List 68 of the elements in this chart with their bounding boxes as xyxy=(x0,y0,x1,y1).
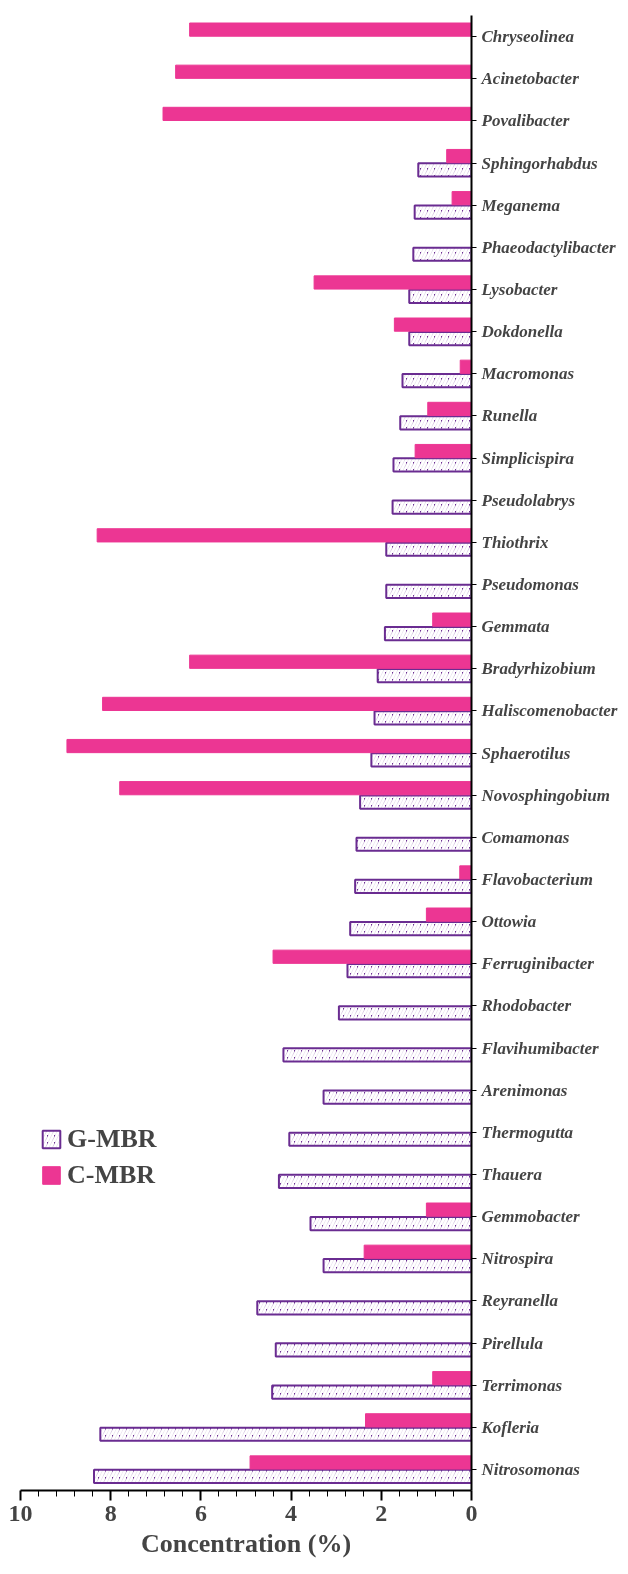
y-tick-label: Lysobacter xyxy=(480,279,558,299)
y-tick-label: Nitrosomonas xyxy=(480,1459,581,1479)
bar xyxy=(459,865,472,880)
y-tick-label: Macromonas xyxy=(480,364,575,384)
bar xyxy=(249,1455,472,1470)
y-tick-label: Sphingorhabdus xyxy=(481,153,599,173)
y-tick-label: Pseudomonas xyxy=(480,574,580,594)
bar xyxy=(175,64,472,79)
y-tick-label: Thauera xyxy=(481,1164,543,1184)
y-tick-label: Chryseolinea xyxy=(481,27,575,47)
y-tick-label: Dokdonella xyxy=(480,322,564,342)
legend-label: C-MBR xyxy=(67,1160,156,1190)
y-tick-label: Meganema xyxy=(480,195,561,215)
x-tick-label: 0 xyxy=(465,1499,478,1526)
bar xyxy=(432,1371,472,1386)
y-tick-label: Thiothrix xyxy=(481,532,550,552)
bar xyxy=(425,907,472,922)
y-tick-label: Phaeodactylibacter xyxy=(480,237,616,257)
y-tick-label: Novosphingobium xyxy=(480,785,610,805)
y-tick-label: Arenimonas xyxy=(480,1080,568,1100)
y-tick-label: Bradyrhizobium xyxy=(480,659,596,679)
y-tick-label: Terrimonas xyxy=(481,1375,563,1395)
x-tick-label: 6 xyxy=(194,1499,207,1526)
x-tick-label: 4 xyxy=(285,1499,298,1526)
y-tick-label: Flavobacterium xyxy=(480,869,593,889)
y-tick-label: Ottowia xyxy=(481,912,537,932)
bar xyxy=(272,949,472,964)
bar xyxy=(414,443,472,459)
x-tick-label: 8 xyxy=(104,1499,117,1526)
y-tick-label: Gemmata xyxy=(481,617,550,637)
bar xyxy=(363,1244,472,1259)
bar xyxy=(102,696,472,712)
y-tick-label: Ferruginibacter xyxy=(480,954,595,974)
bar xyxy=(425,1202,472,1217)
y-tick-label: Haliscomenobacter xyxy=(480,701,618,721)
y-tick-label: Sphaerotilus xyxy=(481,743,571,763)
bar xyxy=(66,738,472,754)
y-tick-label: Pirellula xyxy=(480,1333,544,1353)
x-axis-title: Concentration (%) xyxy=(140,1528,352,1558)
bar xyxy=(446,148,472,164)
bar xyxy=(313,275,472,290)
bar xyxy=(427,401,472,417)
y-tick-label: Kofleria xyxy=(480,1417,540,1437)
y-tick-label: Povalibacter xyxy=(480,111,570,131)
y-tick-label: Rhodobacter xyxy=(480,996,572,1016)
bar xyxy=(432,612,472,627)
bar xyxy=(189,654,472,669)
y-tick-label: Gemmobacter xyxy=(481,1207,581,1227)
y-tick-label: Runella xyxy=(480,406,538,426)
bar xyxy=(162,106,472,122)
y-tick-label: Flavihumibacter xyxy=(480,1038,599,1058)
x-tick-label: 10 xyxy=(8,1499,33,1526)
y-tick-label: Pseudolabrys xyxy=(480,490,576,510)
bar xyxy=(451,191,472,206)
legend-label: G-MBR xyxy=(67,1124,157,1154)
y-tick-label: Thermogutta xyxy=(481,1122,574,1142)
y-tick-label: Simplicispira xyxy=(481,448,575,468)
y-tick-label: Comamonas xyxy=(481,827,570,847)
bar xyxy=(365,1413,472,1428)
bar xyxy=(96,528,472,543)
y-tick-label: Reyranella xyxy=(480,1291,559,1311)
bar xyxy=(393,317,472,332)
bar xyxy=(189,22,472,37)
bar xyxy=(459,359,472,374)
bar xyxy=(119,781,472,796)
y-tick-label: Acinetobacter xyxy=(480,69,580,89)
x-tick-label: 2 xyxy=(375,1499,388,1526)
y-tick-label: Nitrospira xyxy=(480,1249,554,1269)
